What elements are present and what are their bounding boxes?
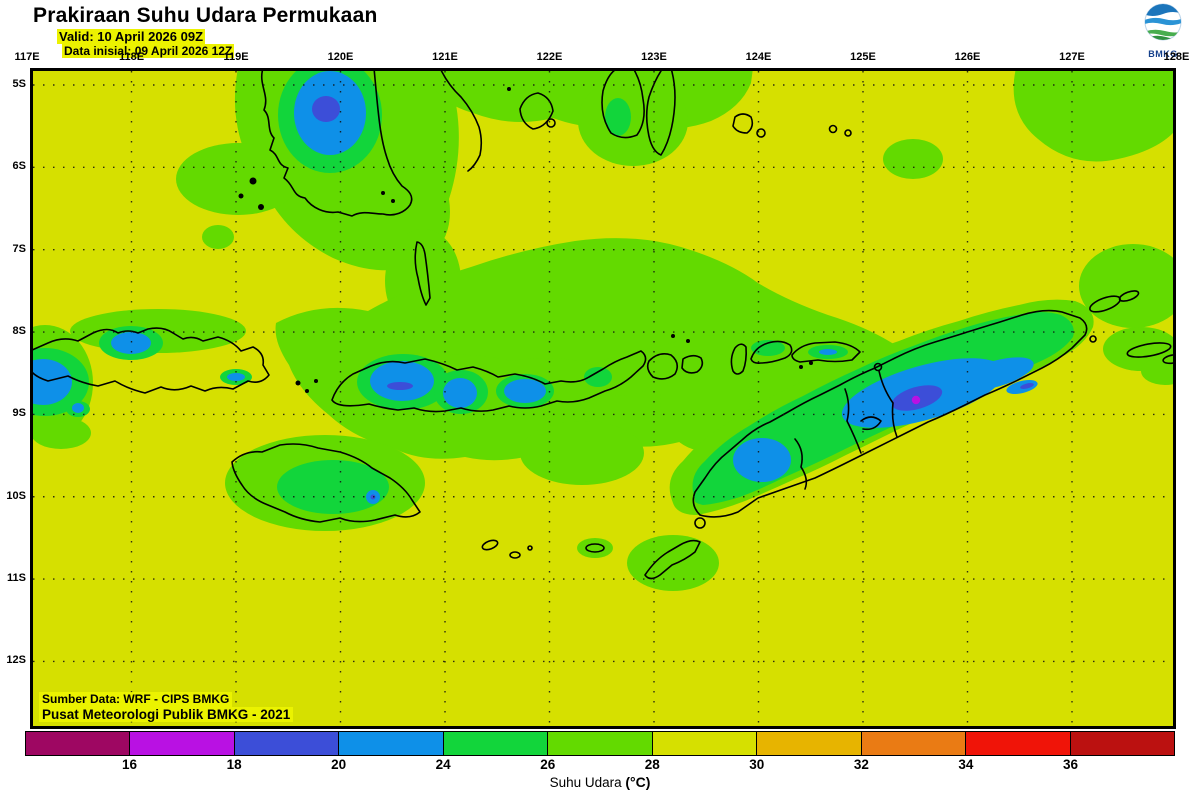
longitude-axis: 117E 118E 119E 120E 121E 122E 123E 124E 125E 126E… xyxy=(0,51,1200,65)
page-title: Prakiraan Suhu Udara Permukaan xyxy=(33,4,378,27)
temp-scale-cell-below16 xyxy=(25,731,131,756)
temp-scale-tick: 28 xyxy=(644,757,660,772)
colorbar-caption-text: Suhu Udara xyxy=(549,775,626,790)
temp-scale-cell-t26_28 xyxy=(548,731,653,756)
temp-scale-cell-t28_30 xyxy=(652,731,758,756)
temp-scale-tick: 26 xyxy=(540,757,556,772)
colorbar-caption: Suhu Udara (°C) xyxy=(0,774,1200,790)
lon-tick-label: 123E xyxy=(641,51,667,63)
lon-tick-label: 121E xyxy=(432,51,458,63)
lat-tick-label: 7S xyxy=(12,242,26,255)
map-credits: Sumber Data: WRF - CIPS BMKG Pusat Meteo… xyxy=(39,692,294,722)
temp-scale-cell-above36 xyxy=(1070,731,1175,756)
lat-tick-label: 9S xyxy=(12,407,26,420)
temp-scale-cell-t16_18 xyxy=(130,731,235,756)
temp-scale-cell-t30_32 xyxy=(757,731,862,756)
initial-time-text: Data inisial: 09 April 2026 12Z xyxy=(62,44,235,58)
islet-dots xyxy=(238,87,813,393)
credits-source: Sumber Data: WRF - CIPS BMKG xyxy=(39,692,233,707)
temp-scale-cell-t24_26 xyxy=(443,731,549,756)
temperature-colorbar xyxy=(25,731,1175,756)
temp-scale-tick: 18 xyxy=(226,757,242,772)
temp-field-16-18 xyxy=(911,395,921,405)
temp-scale-cell-t34_36 xyxy=(966,731,1071,756)
temp-scale-tick: 30 xyxy=(749,757,765,772)
lon-tick-label: 118E xyxy=(118,51,145,63)
valid-time-line: Valid: 10 April 2026 09Z xyxy=(57,29,206,44)
temp-scale-cell-t32_34 xyxy=(861,731,967,756)
colorbar-caption-unit: (°C) xyxy=(625,774,651,790)
lat-tick-label: 12S xyxy=(6,654,26,667)
lat-tick-label: 5S xyxy=(12,78,26,90)
bmkg-logo-text: BMKG xyxy=(1148,49,1178,59)
lon-tick-label: 125E xyxy=(850,51,876,63)
latitude-axis: 5S 6S 7S 8S 9S 10S 11S 12S xyxy=(0,0,28,800)
lon-tick-label: 126E xyxy=(954,51,981,63)
temp-scale-tick: 34 xyxy=(958,757,974,772)
bmkg-logo: BMKG xyxy=(1140,2,1186,59)
temp-scale-tick: 32 xyxy=(853,757,869,772)
colorbar-tick-labels: 16 18 20 24 26 28 30 32 34 36 xyxy=(25,757,1175,773)
coastlines xyxy=(33,71,1173,580)
lat-tick-label: 10S xyxy=(6,489,26,502)
temp-scale-tick: 16 xyxy=(122,757,138,772)
lon-tick-label: 117E xyxy=(14,51,40,63)
map-canvas: Sumber Data: WRF - CIPS BMKG Pusat Meteo… xyxy=(30,68,1176,729)
temperature-map xyxy=(33,71,1173,726)
lon-tick-label: 128E xyxy=(1163,51,1190,63)
temp-scale-cell-t18_20 xyxy=(234,731,340,756)
bmkg-logo-icon xyxy=(1144,3,1182,41)
temp-scale-tick: 24 xyxy=(435,757,451,772)
lon-tick-label: 127E xyxy=(1059,51,1085,63)
lat-tick-label: 11S xyxy=(7,572,26,585)
temp-scale-tick: 36 xyxy=(1062,757,1078,772)
lat-tick-label: 8S xyxy=(12,325,26,338)
valid-time-text: Valid: 10 April 2026 09Z xyxy=(57,29,206,44)
temp-scale-cell-t20_24 xyxy=(339,731,444,756)
credits-org: Pusat Meteorologi Publik BMKG - 2021 xyxy=(39,707,294,722)
lat-tick-label: 6S xyxy=(12,160,26,173)
lon-tick-label: 122E xyxy=(536,51,563,63)
initial-time-line: Data inisial: 09 April 2026 12Z xyxy=(62,44,235,58)
lon-tick-label: 119E xyxy=(223,51,249,63)
lon-tick-label: 120E xyxy=(327,51,354,63)
temp-scale-tick: 20 xyxy=(331,757,347,772)
lon-tick-label: 124E xyxy=(745,51,772,63)
grid-dots xyxy=(33,71,1173,726)
